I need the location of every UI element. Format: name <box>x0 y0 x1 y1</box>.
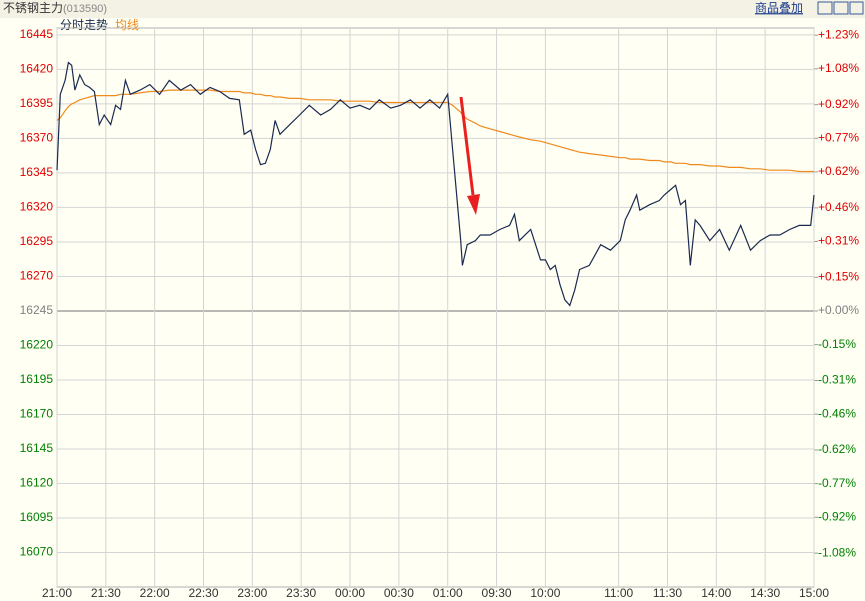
y-tick-label: 16270 <box>20 269 54 283</box>
y-tick-label: 16195 <box>20 372 54 386</box>
y2-tick-label: +0.00% <box>818 303 859 317</box>
y2-tick-label: +0.46% <box>818 200 859 214</box>
y2-tick-label: +1.23% <box>818 27 859 41</box>
x-tick-label: 00:30 <box>384 586 414 600</box>
y2-tick-label: +0.31% <box>818 234 859 248</box>
x-tick-label: 09:30 <box>482 586 512 600</box>
x-tick-label: 21:30 <box>91 586 121 600</box>
maximize-button[interactable] <box>849 1 864 15</box>
y-tick-label: 16395 <box>20 96 54 110</box>
y2-tick-label: -0.77% <box>818 476 856 490</box>
y2-tick-label: -0.46% <box>818 406 856 420</box>
toolbar <box>817 1 864 15</box>
y2-tick-label: +0.77% <box>818 130 859 144</box>
y-tick-label: 16120 <box>20 476 54 490</box>
x-tick-label: 11:30 <box>653 586 682 600</box>
y-tick-label: 16320 <box>20 200 54 214</box>
y-tick-label: 16170 <box>20 407 54 421</box>
y2-tick-label: -0.62% <box>818 442 856 456</box>
y-tick-label: 16220 <box>20 338 54 352</box>
x-tick-label: 23:00 <box>237 586 267 600</box>
y-tick-label: 16095 <box>20 510 54 524</box>
y2-tick-label: +0.62% <box>818 164 859 178</box>
y2-tick-label: +0.15% <box>818 270 859 284</box>
instrument-name: 不锈钢主力 <box>3 1 63 15</box>
x-tick-label: 23:30 <box>286 586 316 600</box>
price-line <box>56 89 814 173</box>
x-tick-label: 15:00 <box>799 586 829 600</box>
x-tick-label: 14:00 <box>701 586 731 600</box>
header-bar <box>0 0 865 18</box>
y-tick-label: 16420 <box>20 62 54 76</box>
price-line <box>56 61 815 307</box>
instrument-code: (013590) <box>63 3 107 15</box>
annotation-arrow <box>459 96 480 215</box>
x-tick-label: 14:30 <box>750 586 780 600</box>
y2-tick-label: +1.08% <box>818 61 859 75</box>
x-tick-label: 21:00 <box>42 586 72 600</box>
y-tick-label: 16345 <box>20 165 54 179</box>
x-tick-label: 00:00 <box>335 586 365 600</box>
x-tick-label: 22:30 <box>189 586 219 600</box>
restore-button[interactable] <box>833 1 849 15</box>
x-tick-label: 22:00 <box>140 586 170 600</box>
y2-tick-label: -0.15% <box>818 337 856 351</box>
x-tick-label: 10:00 <box>530 586 560 600</box>
y-tick-label: 16245 <box>20 303 54 317</box>
y-tick-label: 16295 <box>20 234 54 248</box>
legend-entry: 分时走势 <box>60 18 108 32</box>
y-tick-label: 16145 <box>20 441 54 455</box>
y2-tick-label: +0.92% <box>818 97 859 111</box>
y-tick-label: 16370 <box>20 131 54 145</box>
y-tick-label: 16070 <box>20 545 54 559</box>
x-tick-label: 11:00 <box>604 586 633 600</box>
y-tick-label: 16445 <box>20 27 54 41</box>
y2-tick-label: -0.92% <box>818 509 856 523</box>
y2-tick-label: -1.08% <box>818 545 856 559</box>
x-tick-label: 01:00 <box>433 586 463 600</box>
legend-entry: 均线 <box>115 18 139 32</box>
zoom-button[interactable] <box>817 1 833 15</box>
y2-tick-label: -0.31% <box>818 373 856 387</box>
overlay-link[interactable]: 商品叠加 <box>755 0 803 15</box>
